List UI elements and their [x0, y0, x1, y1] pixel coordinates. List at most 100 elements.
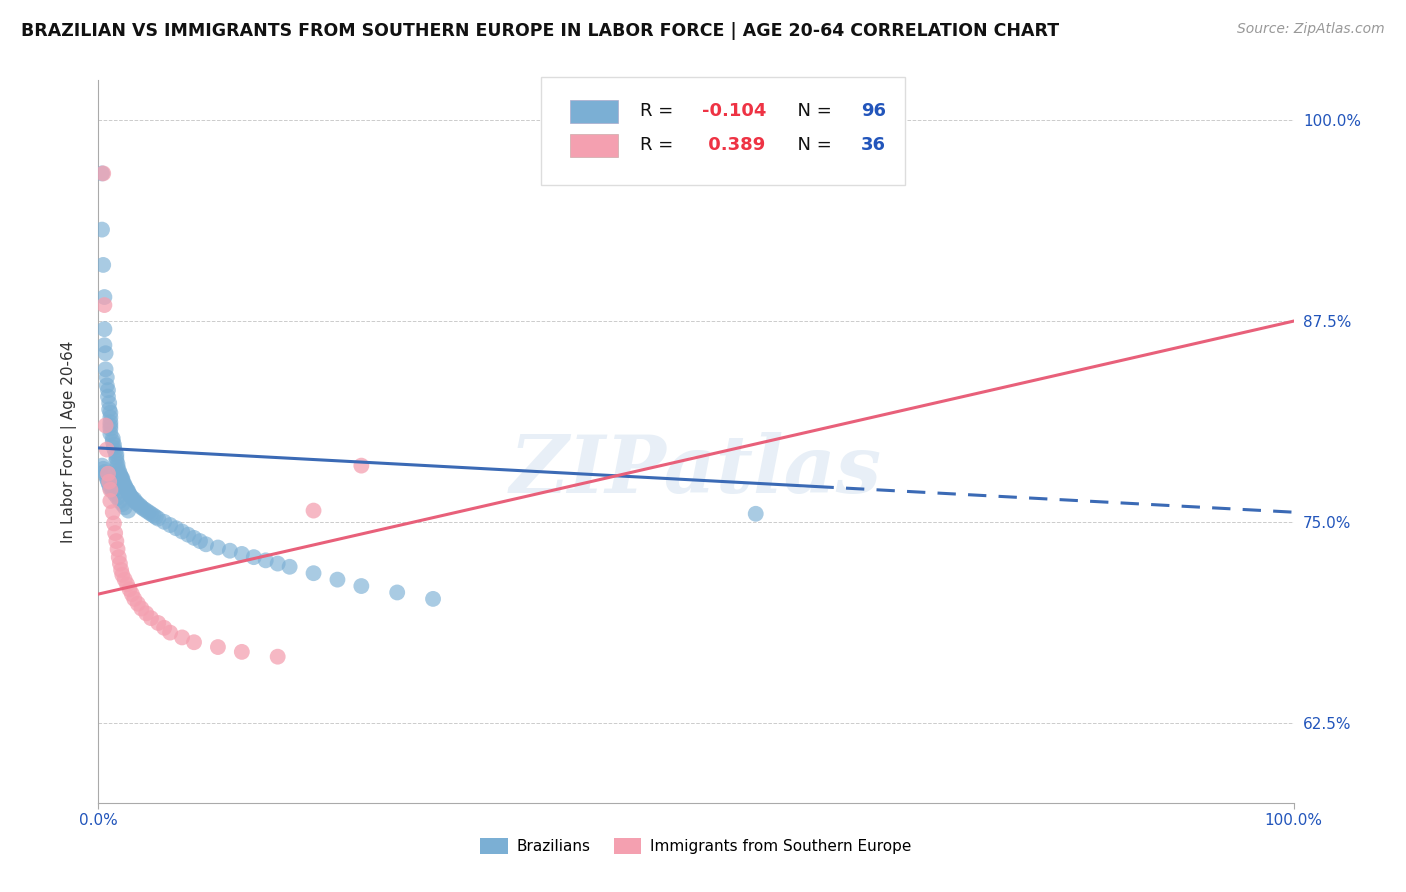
Point — [101, 484, 124, 499]
Point — [98, 396, 121, 410]
FancyBboxPatch shape — [571, 100, 619, 123]
Point — [267, 649, 290, 664]
Y-axis label: In Labor Force | Age 20-64: In Labor Force | Age 20-64 — [60, 341, 77, 542]
Point — [114, 573, 136, 587]
Point — [302, 566, 325, 581]
Point — [98, 406, 122, 420]
Text: 0.389: 0.389 — [702, 136, 765, 154]
Point — [98, 418, 122, 433]
Point — [98, 475, 121, 489]
Point — [135, 503, 157, 517]
Point — [96, 378, 118, 392]
Point — [422, 591, 444, 606]
Point — [350, 458, 373, 473]
Point — [103, 516, 125, 531]
Point — [101, 434, 124, 449]
Point — [153, 515, 176, 529]
Point — [98, 483, 122, 497]
Point — [132, 502, 155, 516]
Point — [127, 597, 149, 611]
Point — [159, 625, 181, 640]
Text: BRAZILIAN VS IMMIGRANTS FROM SOUTHERN EUROPE IN LABOR FORCE | AGE 20-64 CORRELAT: BRAZILIAN VS IMMIGRANTS FROM SOUTHERN EU… — [21, 22, 1059, 40]
Point — [108, 557, 131, 571]
Point — [127, 497, 149, 511]
Point — [107, 460, 129, 475]
Point — [131, 601, 153, 615]
Point — [107, 550, 129, 565]
Point — [98, 402, 121, 417]
Text: Source: ZipAtlas.com: Source: ZipAtlas.com — [1237, 22, 1385, 37]
Point — [139, 611, 162, 625]
Point — [97, 383, 120, 397]
Point — [98, 426, 122, 441]
Point — [267, 557, 290, 571]
Point — [104, 444, 127, 458]
Point — [103, 438, 125, 452]
Point — [231, 645, 253, 659]
Point — [183, 635, 205, 649]
Point — [120, 489, 142, 503]
Point — [115, 483, 138, 497]
Point — [101, 505, 124, 519]
Point — [131, 500, 153, 515]
Point — [98, 410, 122, 425]
Point — [142, 508, 165, 523]
Point — [93, 322, 115, 336]
Point — [165, 521, 187, 535]
Point — [98, 494, 122, 508]
Point — [135, 607, 157, 621]
Point — [96, 471, 118, 485]
Point — [385, 585, 409, 599]
Point — [231, 547, 253, 561]
Point — [195, 537, 218, 551]
Point — [97, 390, 120, 404]
Point — [114, 478, 136, 492]
Point — [188, 534, 211, 549]
Point — [124, 492, 146, 507]
Point — [121, 587, 143, 601]
Point — [93, 298, 115, 312]
Point — [98, 481, 122, 495]
Point — [278, 559, 301, 574]
Point — [207, 640, 229, 654]
Point — [115, 577, 138, 591]
Point — [105, 454, 128, 468]
Text: N =: N = — [786, 136, 837, 154]
Point — [110, 470, 132, 484]
Point — [118, 487, 141, 501]
Point — [219, 543, 242, 558]
Point — [114, 500, 136, 515]
Point — [104, 487, 127, 501]
Point — [148, 615, 170, 630]
Point — [93, 338, 115, 352]
Point — [125, 495, 148, 509]
Point — [107, 491, 129, 505]
Point — [91, 458, 114, 473]
Point — [91, 462, 114, 476]
Point — [91, 222, 114, 236]
Point — [117, 503, 139, 517]
Point — [91, 166, 114, 180]
Point — [117, 484, 139, 499]
Text: R =: R = — [640, 103, 679, 120]
Point — [207, 541, 229, 555]
FancyBboxPatch shape — [541, 77, 905, 185]
Point — [111, 475, 134, 489]
Point — [110, 563, 132, 577]
Point — [98, 478, 121, 492]
Point — [139, 507, 162, 521]
Point — [111, 473, 134, 487]
Point — [94, 362, 117, 376]
Text: -0.104: -0.104 — [702, 103, 766, 120]
Text: 96: 96 — [860, 103, 886, 120]
Point — [112, 476, 135, 491]
Point — [108, 494, 131, 508]
Point — [111, 497, 134, 511]
Point — [105, 450, 128, 465]
Text: N =: N = — [786, 103, 837, 120]
Point — [101, 431, 124, 445]
Point — [118, 582, 141, 597]
Point — [91, 258, 114, 272]
Point — [138, 505, 160, 519]
Point — [114, 479, 136, 493]
